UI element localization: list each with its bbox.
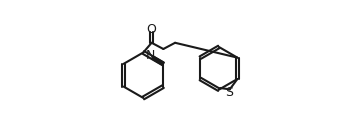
Text: S: S (225, 86, 233, 99)
Text: O: O (147, 23, 157, 36)
Text: N: N (145, 49, 155, 62)
